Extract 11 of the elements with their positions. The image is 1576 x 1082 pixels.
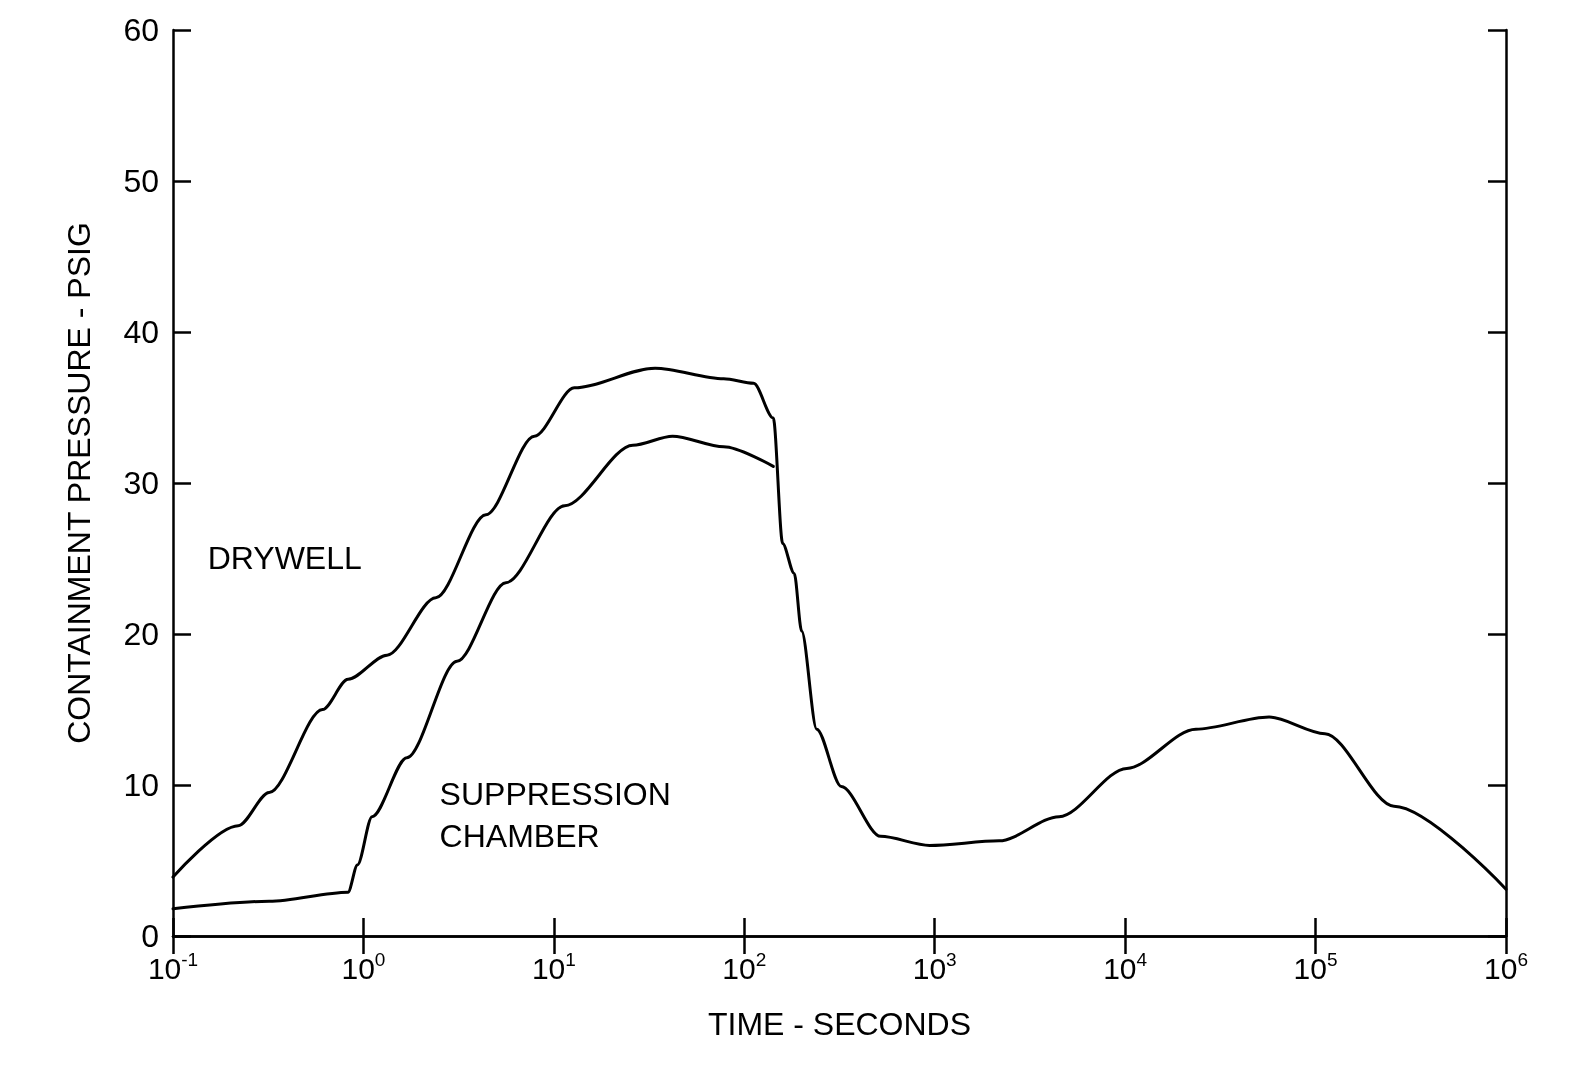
- y-tick-label: 20: [123, 616, 159, 652]
- y-axis-title: CONTAINMENT PRESSURE - PSIG: [61, 222, 97, 744]
- y-tick-label: 50: [123, 163, 159, 199]
- y-tick-label: 40: [123, 314, 159, 350]
- text: DRYWELL: [207, 540, 362, 577]
- y-tick-label: 30: [123, 465, 159, 501]
- y-tick-label: 10: [123, 767, 159, 803]
- y-tick-label: 0: [141, 918, 159, 954]
- series-label: SUPPRESSION CHAMBER: [439, 775, 671, 854]
- y-tick-label: 60: [123, 12, 159, 48]
- x-axis-title: TIME - SECONDS: [707, 1006, 972, 1042]
